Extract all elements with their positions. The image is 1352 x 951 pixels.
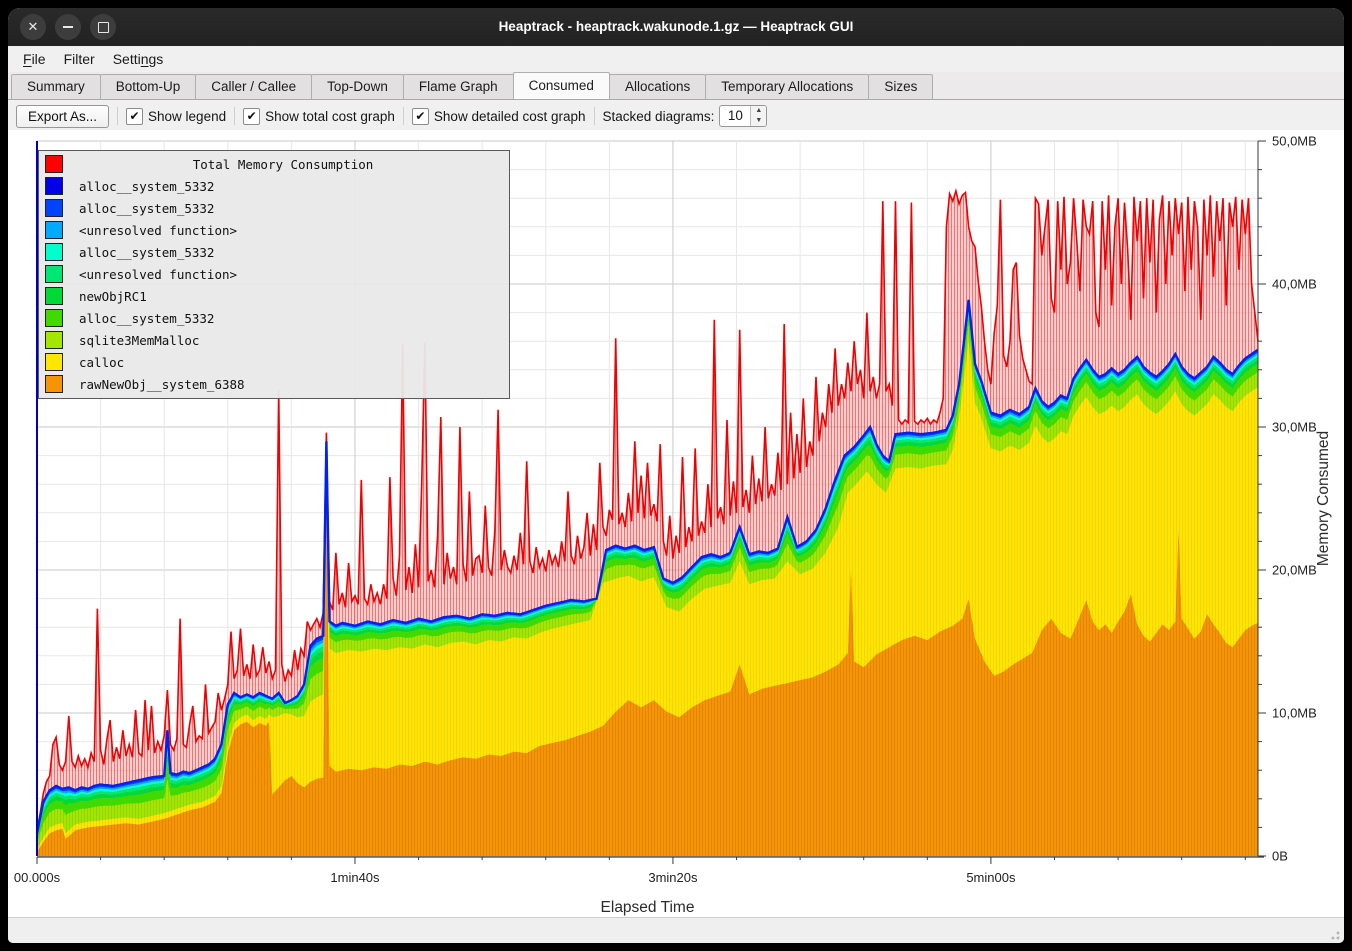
resize-grip[interactable] [1328,928,1340,940]
legend-row: newObjRC1 [39,285,509,307]
window-title: Heaptrack - heaptrack.wakunode.1.gz — He… [498,19,854,34]
toolbar-separator [593,107,595,125]
legend-swatch [45,199,63,217]
y-tick-label: 0B [1272,849,1288,864]
legend-label: alloc__system_5332 [79,310,215,326]
tab-sizes[interactable]: Sizes [868,74,934,99]
tab-bar: Summary Bottom-Up Caller / Callee Top-Down F… [8,72,1344,100]
legend-swatch [45,243,63,261]
tab-top-down[interactable]: Top-Down [311,74,404,99]
stack-total-line [35,299,1259,834]
total-consumption-line [36,188,1259,831]
legend-row: alloc__system_5332 [39,197,509,219]
x-tick-label: 1min40s [330,870,380,885]
checkbox-label[interactable]: Show detailed cost graph [433,108,586,124]
stack-band-4 [37,304,1258,836]
legend-row-total: Total Memory Consumption [39,153,509,175]
legend-label: <unresolved function> [79,222,238,238]
menu-item-filter[interactable]: Filter [63,51,95,67]
spinner-value[interactable]: 10 [727,108,743,123]
tab-caller-callee[interactable]: Caller / Callee [195,74,313,99]
legend-row: rawNewObj__system_6388 [39,373,509,395]
menu-item-settings[interactable]: Settings [112,51,164,67]
checkbox-show-legend[interactable]: ✔ Show legend [126,107,227,125]
legend-swatch [45,309,63,327]
legend-row: alloc__system_5332 [39,241,509,263]
checkbox-check-icon[interactable]: ✔ [411,107,429,125]
toolbar-separator [117,107,119,125]
checkbox-check-icon[interactable]: ✔ [126,107,144,125]
calloc-area [37,341,1258,852]
memory-consumed-chart[interactable]: 00.000s 1min40s 3min20s 5min00s 0B 10,0MB 20,0… [8,130,1344,917]
y-tick-label: 50,0MB [1272,134,1317,149]
minimize-icon[interactable] [55,14,81,40]
legend-swatch [45,287,63,305]
menu-bar: File Filter Settings [8,46,1344,72]
legend-swatch [45,177,63,195]
tab-flame-graph[interactable]: Flame Graph [402,74,514,99]
y-axis-title: Memory Consumed [1315,431,1332,566]
legend-row: alloc__system_5332 [39,307,509,329]
checkbox-show-detailed-cost-graph[interactable]: ✔ Show detailed cost graph [411,107,586,125]
tab-allocations[interactable]: Allocations [608,74,707,99]
legend-row: alloc__system_5332 [39,175,509,197]
title-bar[interactable]: ✕ Heaptrack - heaptrack.wakunode.1.gz — … [8,8,1344,46]
tab-temporary-allocations[interactable]: Temporary Allocations [705,74,870,99]
spinner-down-icon[interactable]: ▼ [755,117,763,124]
tab-bottom-up[interactable]: Bottom-Up [99,74,197,99]
toolbar-separator [402,107,404,125]
spinner-up-icon[interactable]: ▲ [755,107,763,114]
legend-label: newObjRC1 [79,288,147,304]
legend-swatch [45,353,63,371]
legend-swatch [45,375,63,393]
close-icon[interactable]: ✕ [20,14,46,40]
y-tick-label: 10,0MB [1272,706,1317,721]
legend-label: alloc__system_5332 [79,244,215,260]
tab-consumed[interactable]: Consumed [512,72,610,99]
maximize-icon[interactable] [90,14,116,40]
chart-canvas[interactable]: 00.000s 1min40s 3min20s 5min00s 0B 10,0MB 20,0… [8,130,1344,917]
legend-swatch-total [45,155,63,173]
rawnewobj-area [37,461,1258,856]
checkbox-label[interactable]: Show total cost graph [265,108,395,124]
legend-label: sqlite3MemMalloc [79,332,200,348]
legend-label: alloc__system_5332 [79,178,215,194]
toolbar-separator [234,107,236,125]
legend-swatch [45,221,63,239]
checkbox-check-icon[interactable]: ✔ [243,107,261,125]
x-tick-label: 5min00s [966,870,1016,885]
chart-legend: Total Memory Consumption alloc__system_5… [38,150,510,399]
legend-swatch [45,265,63,283]
x-tick-label: 00.000s [14,870,61,885]
legend-label: <unresolved function> [79,266,238,282]
legend-row: sqlite3MemMalloc [39,329,509,351]
legend-label: rawNewObj__system_6388 [79,376,245,392]
status-bar [8,917,1344,943]
stacked-diagrams-label: Stacked diagrams: [602,108,715,124]
legend-label: alloc__system_5332 [79,200,215,216]
legend-label-total: Total Memory Consumption [192,156,374,172]
legend-row: <unresolved function> [39,263,509,285]
toolbar: Export As... ✔ Show legend ✔ Show total cos… [8,100,1344,132]
app-window: ✕ Heaptrack - heaptrack.wakunode.1.gz — … [8,8,1344,943]
y-tick-label: 20,0MB [1272,563,1317,578]
checkbox-label[interactable]: Show legend [148,108,227,124]
x-axis-title: Elapsed Time [601,899,695,916]
legend-label: calloc [79,354,125,370]
legend-row: <unresolved function> [39,219,509,241]
legend-row: calloc [39,351,509,373]
export-as-button[interactable]: Export As... [16,104,110,128]
stack-band-3 [37,307,1258,838]
y-tick-label: 30,0MB [1272,420,1317,435]
y-tick-label: 40,0MB [1272,277,1317,292]
x-tick-label: 3min20s [648,870,698,885]
checkbox-show-total-cost-graph[interactable]: ✔ Show total cost graph [243,107,395,125]
tab-summary[interactable]: Summary [11,74,101,99]
stacked-diagrams-spinner[interactable]: 10 ▲ ▼ [719,105,768,127]
legend-swatch [45,331,63,349]
menu-item-file[interactable]: File [23,51,46,67]
